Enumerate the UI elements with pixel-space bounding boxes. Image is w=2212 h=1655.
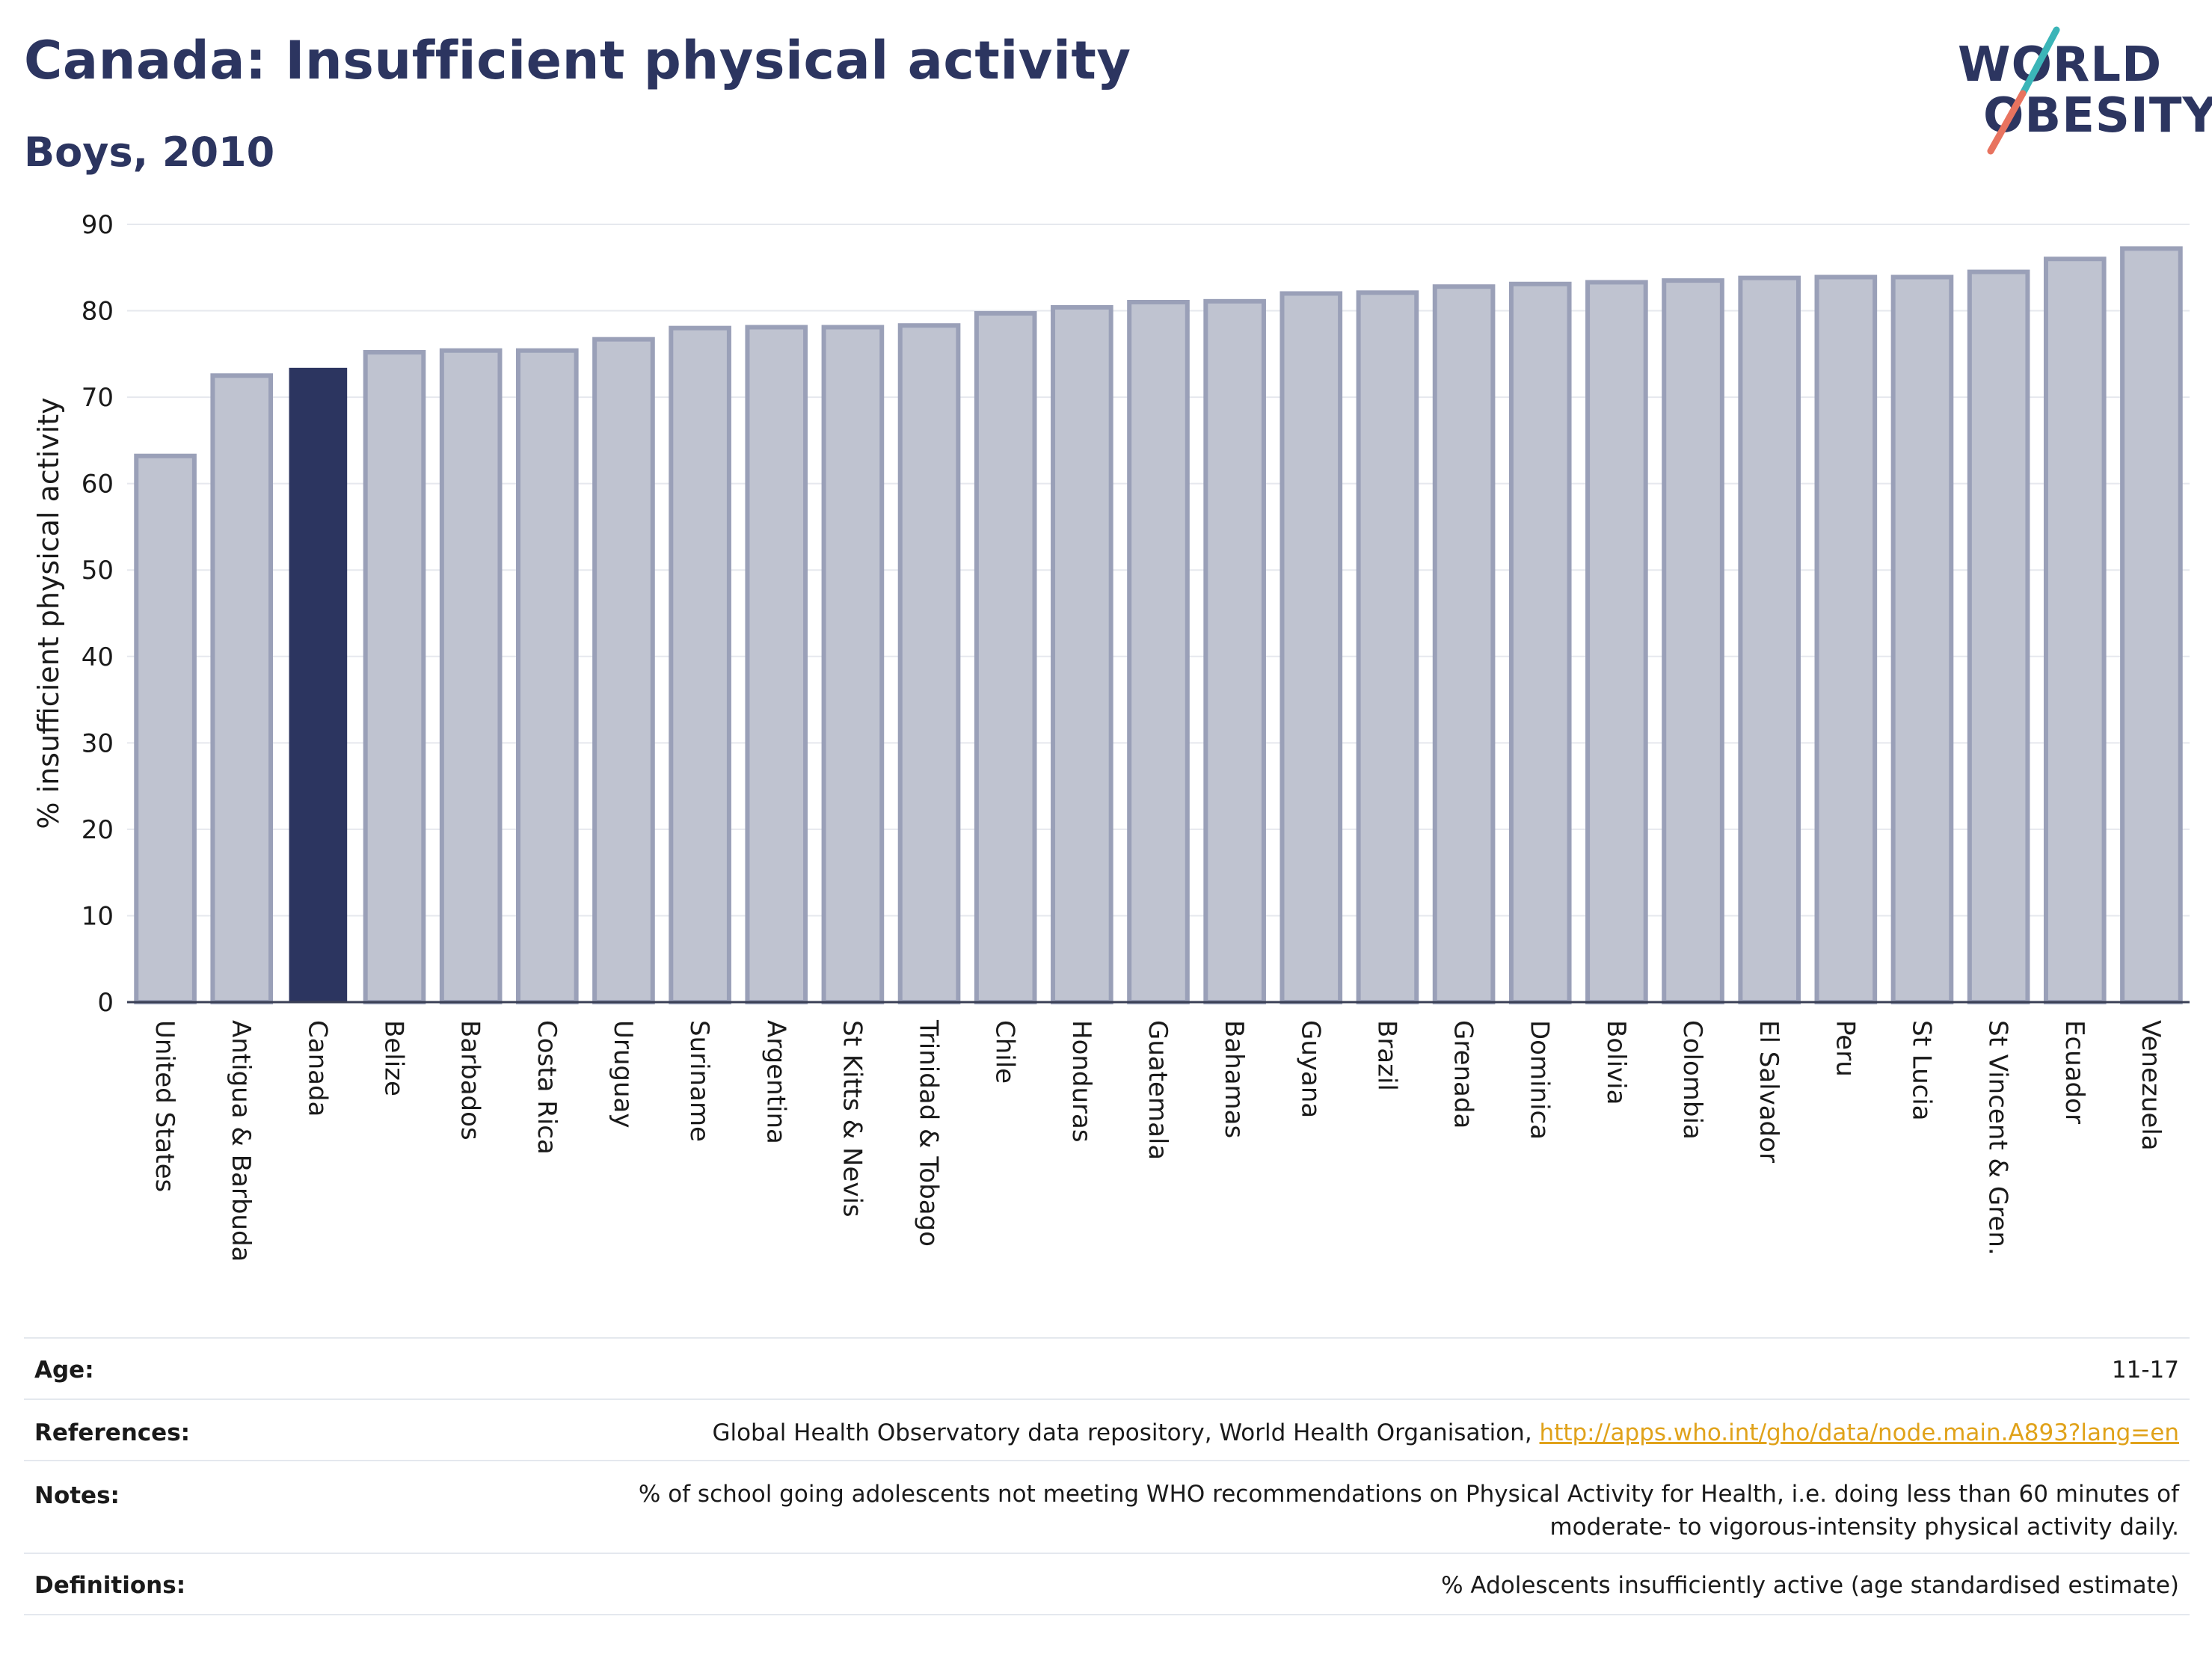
- references-link[interactable]: http://apps.who.int/gho/data/node.main.A…: [1539, 1419, 2179, 1446]
- notes-label: Notes:: [34, 1482, 120, 1509]
- bar: [1508, 281, 1572, 1004]
- bar: [515, 348, 579, 1004]
- bar: [289, 367, 348, 1002]
- meta-bottom-rule: [24, 1614, 2190, 1615]
- x-tick-label: Dominica: [1525, 1020, 1555, 1140]
- bar: [134, 453, 197, 1004]
- y-tick-label: 20: [82, 815, 114, 845]
- bar: [1127, 300, 1190, 1004]
- x-tick-label: St Lucia: [1906, 1020, 1936, 1121]
- x-tick-label: Peru: [1830, 1020, 1860, 1077]
- x-tick-label: Colombia: [1677, 1020, 1707, 1140]
- x-tick-label: Grenada: [1448, 1020, 1478, 1129]
- bar: [821, 325, 885, 1004]
- references-text: Global Health Observatory data repositor…: [712, 1419, 1540, 1446]
- x-tick-label: Guyana: [1295, 1020, 1325, 1118]
- x-tick-label: Uruguay: [608, 1020, 638, 1129]
- bar: [439, 348, 503, 1004]
- y-tick-label: 90: [82, 210, 114, 240]
- x-tick-label: Antigua & Barbuda: [226, 1020, 256, 1262]
- x-tick-label: Bahamas: [1219, 1020, 1249, 1138]
- bar: [2120, 246, 2183, 1005]
- bar-chart: 0 10 20 30 40 50 60 70 80 90 % insufficient physic…: [32, 210, 2190, 1262]
- y-tick-label: 10: [82, 901, 114, 931]
- meta-row-definitions: Definitions: % Adolescents insufficientl…: [24, 1553, 2190, 1615]
- x-tick-label: Bolivia: [1601, 1020, 1631, 1105]
- y-axis-title: % insufficient physical activity: [32, 397, 65, 829]
- y-tick-label: 60: [82, 470, 114, 500]
- references-value: Global Health Observatory data repositor…: [712, 1416, 2179, 1449]
- meta-row-references: References: Global Health Observatory da…: [24, 1398, 2190, 1461]
- bar: [210, 373, 274, 1004]
- bar: [1585, 280, 1648, 1004]
- references-label: References:: [34, 1419, 191, 1446]
- x-tick-label: Belize: [379, 1020, 409, 1096]
- logo-slash-icon: [1987, 26, 2060, 155]
- notes-line2: moderate- to vigorous-intensity physical…: [1549, 1514, 2179, 1541]
- bar: [592, 337, 655, 1004]
- x-tick-label: Suriname: [684, 1020, 714, 1142]
- x-tick-label: United States: [150, 1020, 179, 1192]
- y-tick-label: 70: [82, 383, 114, 413]
- x-tick-label: Guatemala: [1143, 1020, 1173, 1160]
- y-tick-label: 80: [82, 297, 114, 327]
- x-tick-label: Trinidad & Tobago: [914, 1019, 944, 1247]
- x-tick-label: Barbados: [455, 1020, 485, 1140]
- bar: [2043, 257, 2107, 1004]
- y-tick-label: 40: [82, 642, 114, 672]
- bar: [1432, 284, 1496, 1004]
- bar: [1279, 291, 1343, 1004]
- bar: [1814, 274, 1878, 1004]
- definitions-value: % Adolescents insufficiently active (age…: [1441, 1572, 2179, 1599]
- bar: [1051, 304, 1113, 1004]
- x-tick-label: Costa Rica: [532, 1020, 562, 1155]
- y-tick-label: 30: [82, 728, 114, 758]
- age-value: 11-17: [2111, 1357, 2179, 1384]
- bar: [669, 325, 731, 1004]
- x-tick-label: El Salvador: [1754, 1020, 1784, 1163]
- logo-line1: WORLD: [1958, 37, 2163, 93]
- bar: [1203, 298, 1266, 1005]
- page-subtitle: Boys, 2010: [24, 129, 275, 176]
- x-tick-label: St Vincent & Gren.: [1983, 1020, 2013, 1256]
- world-obesity-logo: WORLD OBESITY: [1944, 22, 2212, 157]
- bar: [1356, 290, 1419, 1005]
- page-title: Canada: Insufficient physical activity: [24, 30, 1131, 91]
- x-tick-label: Honduras: [1066, 1020, 1096, 1143]
- definitions-label: Definitions:: [34, 1572, 186, 1599]
- notes-value: % of school going adolescents not meetin…: [639, 1478, 2179, 1544]
- x-tick-label: Brazil: [1371, 1020, 1401, 1091]
- notes-line1: % of school going adolescents not meetin…: [638, 1481, 2179, 1508]
- bar: [974, 311, 1037, 1004]
- bar: [1662, 278, 1724, 1005]
- bar: [1890, 274, 1954, 1004]
- meta-row-notes: Notes: % of school going adolescents not…: [24, 1460, 2190, 1554]
- y-tick-label: 0: [97, 988, 114, 1018]
- x-tick-label: St Kitts & Nevis: [837, 1020, 867, 1218]
- meta-row-age: Age: 11-17: [24, 1337, 2190, 1400]
- bar: [1967, 269, 2030, 1005]
- bar: [363, 350, 426, 1004]
- x-tick-label: Chile: [990, 1020, 1020, 1084]
- bar: [897, 323, 961, 1004]
- x-tick-label: Venezuela: [2136, 1020, 2166, 1151]
- age-label: Age:: [34, 1357, 94, 1384]
- x-tick-label: Argentina: [761, 1020, 790, 1144]
- bar: [745, 325, 808, 1004]
- y-tick-label: 50: [82, 556, 114, 586]
- x-tick-label: Ecuador: [2059, 1020, 2089, 1124]
- bar: [1738, 275, 1801, 1004]
- x-tick-label: Canada: [302, 1020, 332, 1117]
